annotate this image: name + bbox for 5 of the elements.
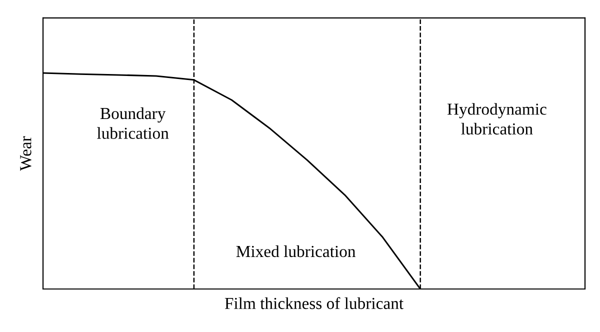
- y-axis-title: Wear: [20, 136, 32, 171]
- annotation: Boundary lubrication: [97, 107, 169, 139]
- x-axis-title: Film thickness of lubricant: [224, 297, 404, 310]
- annotation: Mixed lubrication: [236, 245, 356, 258]
- annotation: Hydrodynamic lubrication: [447, 103, 546, 135]
